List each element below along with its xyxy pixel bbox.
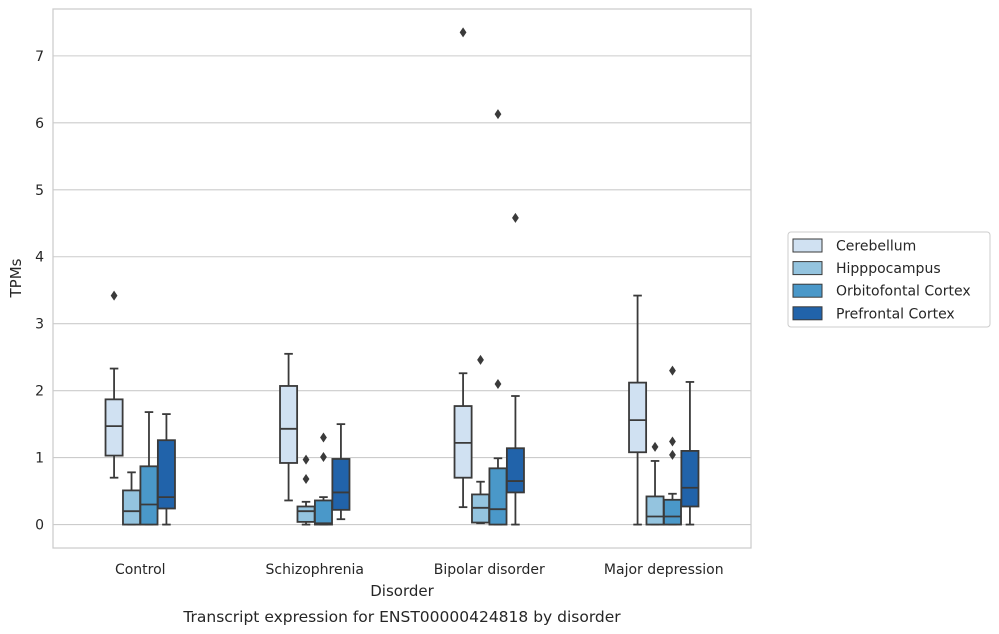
outlier-point bbox=[477, 354, 484, 365]
x-tick-label: Control bbox=[115, 562, 166, 578]
y-tick-label: 4 bbox=[35, 250, 44, 266]
box-prefrontal-cortex bbox=[156, 413, 176, 526]
outlier-point bbox=[302, 474, 310, 485]
boxes bbox=[104, 27, 700, 526]
y-tick-label: 1 bbox=[35, 451, 44, 467]
outlier-point bbox=[494, 378, 502, 389]
box-prefrontal-cortex bbox=[331, 423, 351, 521]
legend-entry: Orbitofontal Cortex bbox=[836, 284, 971, 300]
outlier-point bbox=[320, 451, 327, 462]
x-tick-label: Bipolar disorder bbox=[434, 562, 545, 578]
box-body bbox=[505, 447, 525, 494]
legend: Cerebellum Hipppocampus Orbitofontal Corte… bbox=[787, 231, 991, 328]
x-axis-label: Disorder bbox=[370, 582, 434, 600]
outlier-point bbox=[512, 212, 519, 223]
outlier-point bbox=[669, 436, 676, 447]
chart-caption: Transcript expression for ENST0000042481… bbox=[182, 608, 621, 626]
box-hipppocampus bbox=[471, 354, 490, 525]
legend-entry: Cerebellum bbox=[836, 239, 916, 255]
outlier-point bbox=[302, 454, 310, 465]
legend-frame bbox=[787, 231, 991, 328]
box-body bbox=[122, 489, 141, 526]
outlier-point bbox=[669, 365, 676, 376]
box-prefrontal-cortex bbox=[505, 212, 525, 526]
outlier-point bbox=[320, 432, 327, 443]
outlier-point bbox=[110, 290, 118, 301]
box-hipppocampus bbox=[645, 441, 665, 526]
y-tick-label: 5 bbox=[35, 183, 44, 199]
box-orbitofontal-cortex bbox=[488, 109, 508, 526]
x-tick-labels: Control Schizophrenia Bipolar disorder Majo… bbox=[115, 562, 724, 578]
box-body bbox=[314, 499, 333, 526]
box-cerebellum bbox=[628, 294, 648, 526]
box-body bbox=[104, 398, 124, 457]
box-body bbox=[453, 405, 473, 479]
box-hipppocampus bbox=[296, 454, 316, 526]
box-body bbox=[139, 465, 159, 526]
x-tick-label: Major depression bbox=[604, 562, 724, 578]
box-body bbox=[296, 505, 316, 523]
box-body bbox=[680, 450, 700, 508]
y-tick-label: 6 bbox=[35, 116, 44, 132]
box-orbitofontal-cortex bbox=[314, 432, 333, 526]
outlier-point bbox=[669, 449, 676, 460]
x-tick-label: Schizophrenia bbox=[266, 562, 364, 578]
box-body bbox=[488, 467, 508, 526]
legend-swatch bbox=[792, 306, 823, 321]
box-cerebellum bbox=[104, 290, 124, 479]
y-tick-label: 0 bbox=[35, 518, 44, 534]
legend-swatch bbox=[792, 283, 823, 298]
y-tick-label: 3 bbox=[35, 317, 44, 333]
box-cerebellum bbox=[279, 352, 299, 502]
legend-swatch bbox=[792, 238, 823, 253]
y-tick-labels: 0 1 2 3 4 5 6 7 bbox=[35, 49, 44, 534]
box-prefrontal-cortex bbox=[680, 381, 700, 526]
outlier-point bbox=[651, 441, 659, 452]
box-orbitofontal-cortex bbox=[663, 365, 682, 526]
legend-entry: Prefrontal Cortex bbox=[836, 306, 955, 322]
box-body bbox=[645, 495, 665, 526]
y-axis-label: TPMs bbox=[7, 258, 25, 298]
box-body bbox=[628, 381, 648, 454]
box-body bbox=[663, 498, 682, 526]
box-hipppocampus bbox=[122, 471, 141, 526]
y-tick-label: 2 bbox=[35, 384, 44, 400]
box-orbitofontal-cortex bbox=[139, 411, 159, 526]
box-body bbox=[331, 458, 351, 511]
y-tick-label: 7 bbox=[35, 49, 44, 65]
box-cerebellum bbox=[453, 27, 473, 509]
box-body bbox=[279, 385, 299, 464]
legend-entry: Hipppocampus bbox=[836, 261, 941, 277]
legend-swatch bbox=[792, 261, 823, 276]
box-body bbox=[156, 439, 176, 510]
outlier-point bbox=[494, 109, 502, 120]
outlier-point bbox=[459, 27, 467, 38]
plot-frame bbox=[52, 8, 752, 549]
